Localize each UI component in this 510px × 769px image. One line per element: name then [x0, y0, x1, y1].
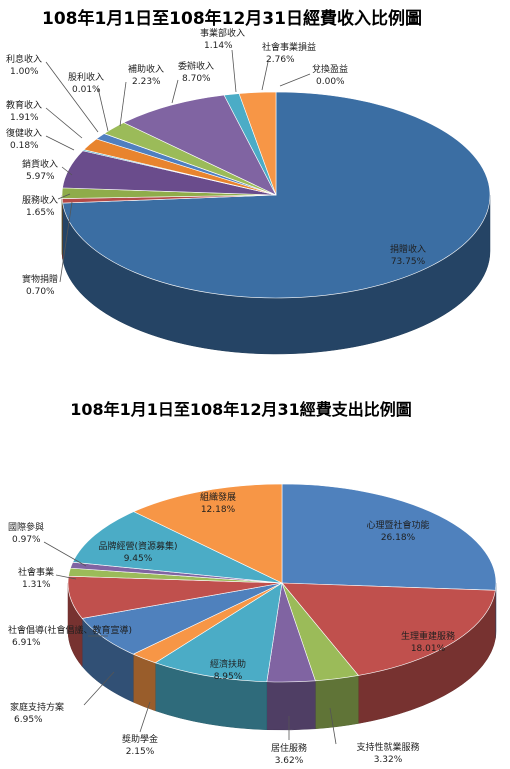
slice-label-6: 家庭支持方案 [10, 701, 64, 713]
slice-label-1: 生理重建服務 [401, 630, 455, 642]
slice-value-0: 73.75% [391, 257, 426, 267]
pie-slice-side-2 [315, 675, 359, 730]
slice-value-10: 1.14% [204, 41, 233, 51]
slice-label-12: 兌換盈益 [312, 63, 348, 75]
pie-slice-side-5 [133, 653, 156, 712]
slice-value-1: 0.70% [26, 287, 55, 297]
slice-label-10: 事業部收入 [200, 27, 245, 39]
slice-label-6: 利息收入 [6, 53, 42, 65]
leader-line-7 [97, 87, 109, 132]
leader-line-6 [83, 671, 115, 706]
slice-value-4: 0.18% [10, 141, 39, 151]
pie-slice-11 [238, 91, 277, 196]
slice-label-7: 社會倡導(社會倡議、教育宣導) [8, 624, 132, 636]
pie-data-labels: 捐贈收入 73.75% 實物捐贈 0.70% 服務收入 1.65% 銷貨收入 5.97% 復健收… [6, 27, 426, 297]
slice-label-11: 組織發展 [200, 491, 236, 503]
slice-value-7: 6.91% [12, 638, 41, 648]
slice-label-0: 捐贈收入 [390, 243, 426, 255]
expense-chart-title: 108年1月1日至108年12月31經費支出比例圖 [70, 400, 412, 419]
slice-value-3: 5.97% [26, 172, 55, 182]
slice-value-5: 2.15% [126, 747, 155, 757]
income-chart-title: 108年1月1日至108年12月31日經費收入比例圖 [42, 8, 422, 29]
leader-line-10 [231, 49, 237, 93]
slice-value-0: 26.18% [381, 533, 416, 543]
pie-slice-side-3 [266, 680, 316, 731]
slice-label-8: 補助收入 [128, 63, 164, 75]
expense-pie-chart: 108年1月1日至108年12月31經費支出比例圖 心理暨社會功能 26.18% 生… [8, 400, 497, 766]
slice-value-4: 8.95% [214, 672, 243, 682]
pie-slice-4 [154, 582, 283, 683]
leader-line-3 [61, 166, 73, 176]
slice-value-5: 1.91% [10, 113, 39, 123]
leader-line-4 [45, 135, 75, 151]
pie-side-walls [67, 582, 497, 731]
slice-label-3: 銷貨收入 [22, 158, 58, 170]
slice-value-10: 9.45% [124, 554, 153, 564]
slice-value-11: 2.76% [266, 55, 295, 65]
slice-label-5: 教育收入 [6, 99, 42, 111]
pie-top-faces [67, 483, 497, 683]
slice-label-5: 獎助學金 [122, 733, 158, 745]
leader-line-8 [55, 574, 77, 580]
slice-label-8: 社會事業 [18, 566, 54, 578]
pie-slice-1 [281, 582, 496, 676]
slice-label-3: 居住服務 [271, 742, 307, 754]
slice-label-2: 支持性就業服務 [356, 741, 419, 753]
slice-label-9: 國際參與 [8, 521, 44, 533]
leader-line-11 [261, 61, 269, 91]
pie-slice-9 [123, 94, 277, 196]
slice-label-1: 實物捐贈 [22, 273, 58, 285]
slice-value-8: 1.31% [22, 580, 51, 590]
slice-label-11: 社會事業損益 [262, 41, 316, 53]
leader-line-5 [139, 701, 151, 733]
slice-label-9: 委辦收入 [178, 60, 214, 72]
slice-value-9: 0.97% [12, 535, 41, 545]
pie-slice-0 [281, 483, 497, 591]
slice-value-7: 0.01% [72, 85, 101, 95]
slice-value-9: 8.70% [182, 74, 211, 84]
leader-line-1 [59, 201, 73, 283]
leader-line-12 [279, 73, 311, 87]
slice-value-6: 1.00% [10, 67, 39, 77]
slice-label-2: 服務收入 [22, 194, 58, 206]
slice-value-6: 6.95% [14, 715, 43, 725]
leader-line-2 [329, 707, 337, 745]
slice-label-4: 復健收入 [6, 127, 42, 139]
slice-value-8: 2.23% [132, 77, 161, 87]
leader-line-6 [45, 61, 99, 133]
slice-value-2: 3.32% [374, 755, 403, 765]
leader-line-9 [43, 541, 87, 567]
pie-top-faces [61, 91, 491, 299]
slice-label-10: 品牌經營(資源募集) [98, 540, 177, 552]
slice-value-11: 12.18% [201, 505, 236, 515]
pie-slice-11 [133, 483, 283, 584]
slice-label-0: 心理暨社會功能 [366, 519, 429, 531]
leader-line-2 [57, 193, 71, 200]
leader-line-9 [171, 79, 179, 104]
slice-label-7: 股利收入 [68, 71, 104, 83]
leader-line-5 [45, 107, 83, 139]
slice-label-4: 經濟扶助 [210, 658, 246, 670]
income-pie-chart: 108年1月1日至108年12月31日經費收入比例圖 捐贈收入 73.75% 實物捐… [6, 8, 491, 355]
slice-value-1: 18.01% [411, 644, 446, 654]
slice-value-3: 3.62% [275, 756, 304, 766]
slice-value-12: 0.00% [316, 77, 345, 87]
slice-value-2: 1.65% [26, 208, 55, 218]
pie-data-labels: 心理暨社會功能 26.18% 生理重建服務 18.01% 支持性就業服務 3.32% 居住服… [8, 491, 455, 766]
leader-line-8 [119, 81, 127, 127]
